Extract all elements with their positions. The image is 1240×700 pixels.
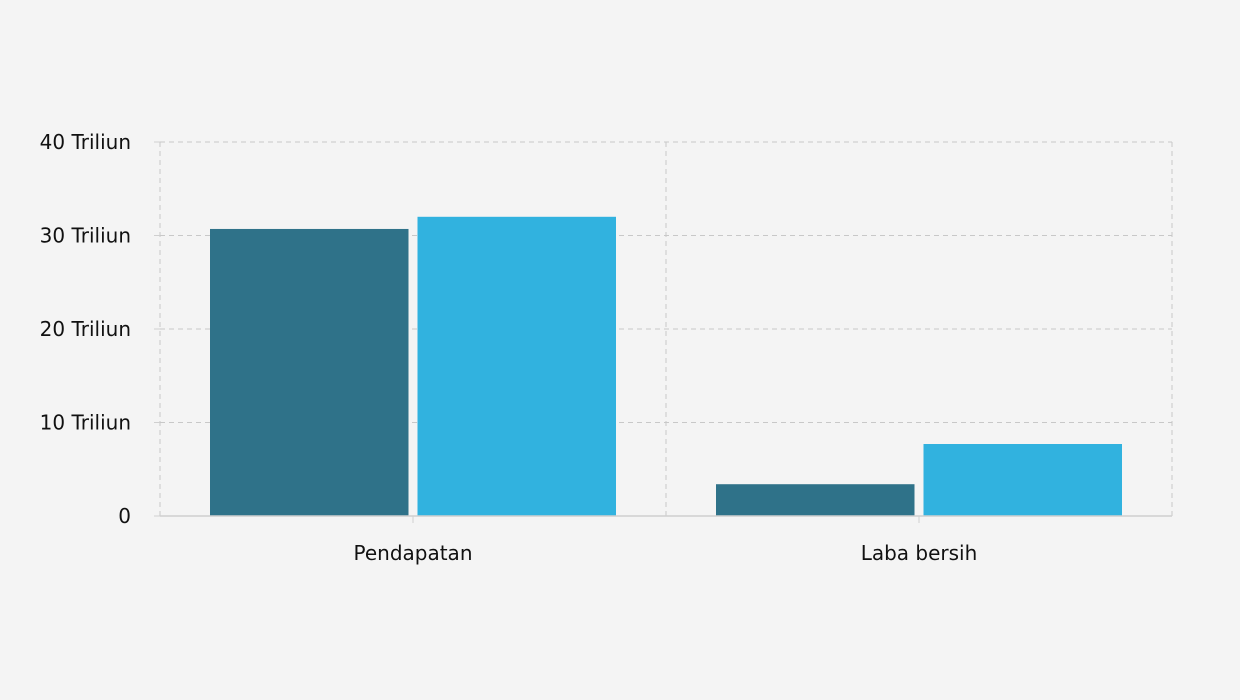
bar-laba-bersih-series-1	[716, 484, 915, 516]
y-tick-label: 10 Triliun	[40, 411, 131, 435]
bar-pendapatan-series-1	[210, 228, 409, 516]
x-tick-label: Pendapatan	[353, 541, 472, 565]
bar-laba-bersih-series-2	[923, 444, 1122, 516]
x-tick-label: Laba bersih	[861, 541, 978, 565]
grid-lines	[159, 141, 1173, 516]
bars	[210, 216, 1122, 517]
y-tick-label: 0	[118, 504, 131, 528]
axes	[154, 141, 1172, 523]
y-tick-label: 20 Triliun	[40, 317, 131, 341]
bar-pendapatan-series-2	[417, 216, 616, 517]
y-tick-label: 30 Triliun	[40, 224, 131, 248]
tick-labels: 0 10 Triliun 20 Triliun 30 Triliun 40 Triliu…	[40, 130, 978, 565]
y-tick-label: 40 Triliun	[40, 130, 131, 154]
